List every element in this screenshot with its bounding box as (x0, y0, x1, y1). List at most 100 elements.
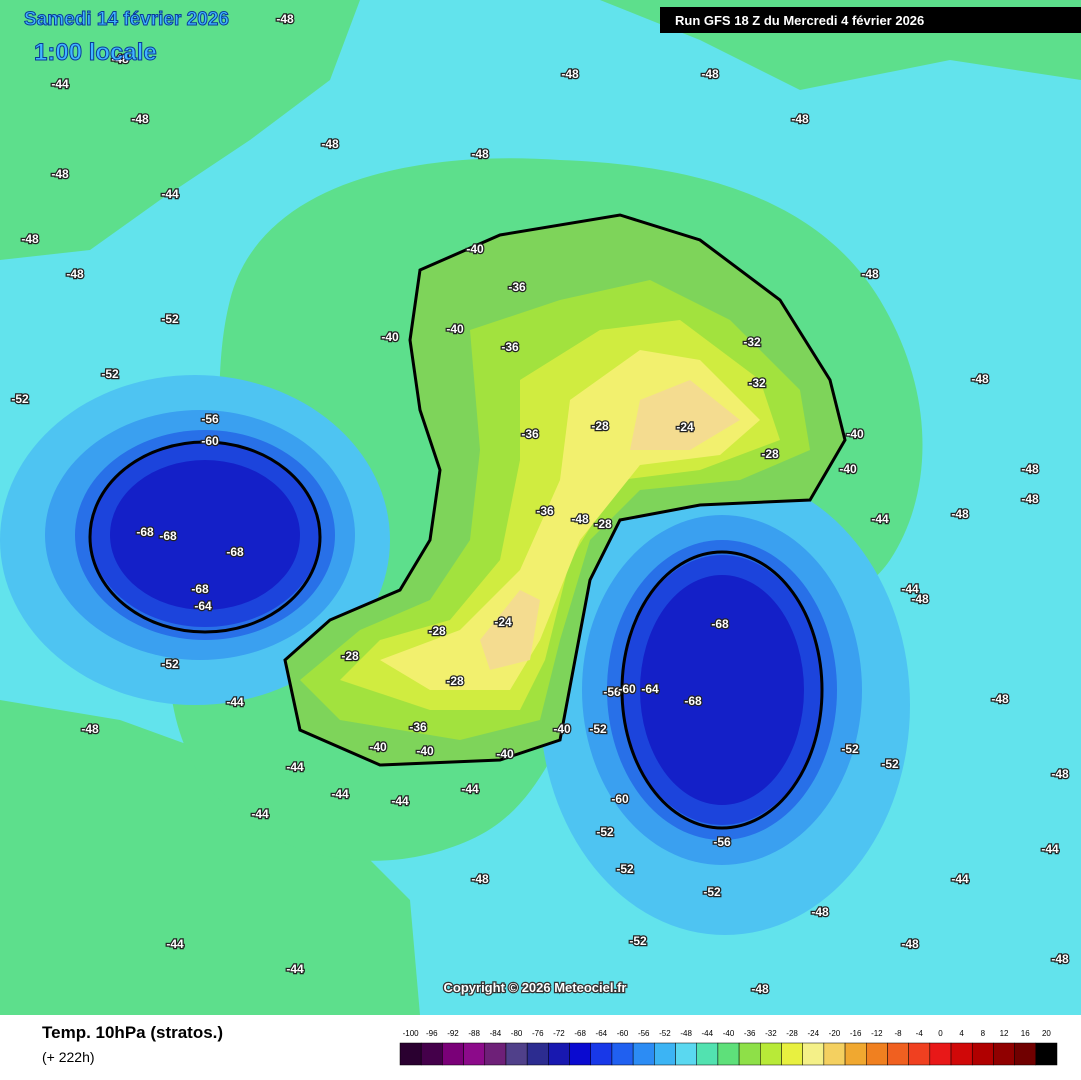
contour-label: -40 (839, 462, 857, 476)
contour-label: -48 (951, 507, 969, 521)
colorbar-label: -96 (426, 1029, 438, 1038)
contour-label: -44 (871, 512, 889, 526)
contour-label: -28 (761, 447, 779, 461)
contour-label: -48 (1021, 492, 1039, 506)
contour-label: -48 (1021, 462, 1039, 476)
colorbar-swatch (760, 1042, 782, 1066)
contour-label: -52 (841, 742, 859, 756)
contour-label: -40 (446, 322, 464, 336)
contour-label: -48 (861, 267, 879, 281)
contour-label: -28 (446, 674, 464, 688)
colorbar-swatch (590, 1042, 613, 1066)
contour-label: -36 (536, 504, 554, 518)
contour-label: -44 (286, 962, 304, 976)
contour-label: -60 (201, 434, 219, 448)
colorbar-label: 0 (938, 1029, 943, 1038)
contour-label: -60 (618, 682, 636, 696)
contour-label: -48 (1051, 952, 1069, 966)
contour-label: -44 (286, 760, 304, 774)
run-box (660, 7, 1081, 33)
field-area (480, 380, 740, 670)
colorbar-label: -52 (659, 1029, 671, 1038)
contour-label: -52 (703, 885, 721, 899)
contour-label: -56 (603, 685, 621, 699)
colorbar-label: -84 (490, 1029, 502, 1038)
contour-label: -48 (791, 112, 809, 126)
contour-label: -28 (594, 517, 612, 531)
contour-label: -48 (21, 232, 39, 246)
colorbar-swatch (738, 1042, 761, 1066)
contour-label: -52 (11, 392, 29, 406)
colorbar-swatch (971, 1042, 994, 1066)
contour-label: -48 (911, 592, 929, 606)
contour-label: -60 (611, 792, 629, 806)
contour-label: -44 (461, 782, 479, 796)
contour-label: -64 (194, 599, 212, 613)
colorbar-swatch (823, 1042, 846, 1066)
contour-label: -36 (521, 427, 539, 441)
colorbar-label: -92 (447, 1029, 459, 1038)
contour-label: -48 (321, 137, 339, 151)
contour-labels: -48 -48 -44 -48 -48 -48 -48 -48 -48 -48 -44 -48 -48 -… (10, 11, 1070, 998)
colorbar-label: -20 (829, 1029, 841, 1038)
colorbar-swatch (802, 1042, 825, 1066)
contour (88, 440, 322, 634)
colorbar-label: -28 (786, 1029, 798, 1038)
contour-label: -32 (748, 376, 766, 390)
colorbar-swatch (717, 1042, 740, 1066)
contour-label: -44 (161, 187, 179, 201)
colorbar-label: -64 (596, 1029, 608, 1038)
contour-label: -64 (641, 682, 659, 696)
colorbar-swatch (399, 1042, 422, 1066)
contour-label: -48 (131, 112, 149, 126)
colorbar-label: -8 (894, 1029, 902, 1038)
colorbar-label: -68 (574, 1029, 586, 1038)
contour-label: -40 (369, 740, 387, 754)
colorbar-label: -72 (553, 1029, 565, 1038)
contour-label: -48 (901, 937, 919, 951)
contour-label: -48 (471, 872, 489, 886)
colorbar-swatch (993, 1042, 1015, 1066)
contour-label: -28 (341, 649, 359, 663)
field-area (110, 460, 300, 610)
contour-label: -48 (81, 722, 99, 736)
field-area (0, 0, 360, 260)
colorbar-label: 20 (1042, 1029, 1051, 1038)
run-info: Run GFS 18 Z du Mercredi 4 février 2026 (675, 13, 924, 28)
colorbar-swatch (420, 1042, 443, 1066)
contour-label: -52 (161, 312, 179, 326)
colorbar-swatch (929, 1042, 952, 1066)
contour (620, 550, 824, 830)
colorbar-swatch (696, 1042, 719, 1066)
contour-label: -52 (589, 722, 607, 736)
colorbar-label: -88 (468, 1029, 480, 1038)
contour-label: -52 (161, 657, 179, 671)
colorbar-swatch (569, 1042, 591, 1066)
contour-label: -44 (226, 695, 244, 709)
colorbar-label: -12 (871, 1029, 883, 1038)
colorbar: -100 -96 -92 -88 -84 -80 -76 -72 -68 -64 -60 -56 -52… (399, 1029, 1058, 1066)
colorbar-swatch (887, 1042, 909, 1066)
contour-label: -28 (428, 624, 446, 638)
contour-label: -24 (494, 615, 512, 629)
colorbar-swatch (654, 1042, 676, 1066)
contour-label: -52 (616, 862, 634, 876)
colorbar-label: -60 (617, 1029, 629, 1038)
colorbar-swatch (908, 1042, 931, 1066)
contour-label: -68 (684, 694, 702, 708)
colorbar-label: -4 (916, 1029, 924, 1038)
colorbar-swatch (781, 1042, 803, 1066)
contour-label: -44 (331, 787, 349, 801)
colorbar-swatch (632, 1042, 655, 1066)
contour-label: -40 (466, 242, 484, 256)
contour-label: -56 (713, 835, 731, 849)
contour-label: -48 (276, 12, 294, 26)
colorbar-swatch (844, 1042, 867, 1066)
contour-label: -68 (191, 582, 209, 596)
contour-label: -40 (496, 747, 514, 761)
colorbar-label: -48 (680, 1029, 692, 1038)
colorbar-label: -100 (403, 1029, 420, 1038)
contour-label: -48 (1051, 767, 1069, 781)
contour-label: -36 (501, 340, 519, 354)
contour-label: -40 (416, 744, 434, 758)
